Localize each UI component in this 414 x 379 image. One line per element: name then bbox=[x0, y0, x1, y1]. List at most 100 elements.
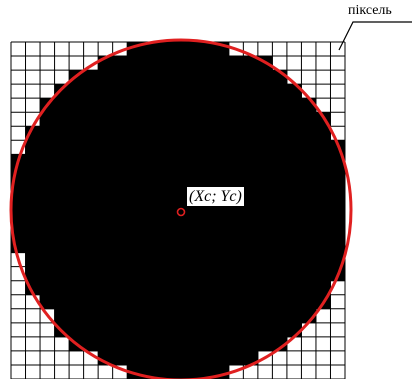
filled-pixel bbox=[315, 238, 331, 254]
filled-pixel bbox=[257, 210, 273, 225]
filled-pixel bbox=[141, 336, 157, 352]
filled-pixel bbox=[170, 364, 186, 379]
filled-pixel bbox=[11, 196, 26, 211]
filled-pixel bbox=[83, 140, 99, 155]
filled-pixel bbox=[156, 364, 172, 379]
filled-pixel bbox=[228, 70, 244, 85]
filled-pixel bbox=[40, 280, 55, 296]
filled-pixel bbox=[257, 308, 273, 324]
filled-pixel bbox=[301, 280, 317, 296]
filled-pixel bbox=[98, 336, 114, 352]
filled-pixel bbox=[170, 126, 186, 141]
filled-pixel bbox=[25, 182, 41, 197]
filled-pixel bbox=[228, 210, 244, 225]
filled-pixel bbox=[112, 112, 128, 127]
filled-pixel bbox=[127, 140, 143, 155]
filled-pixel bbox=[185, 322, 201, 338]
filled-pixel bbox=[112, 126, 128, 141]
filled-pixel bbox=[54, 252, 70, 268]
filled-pixel bbox=[69, 224, 85, 239]
filled-pixel bbox=[83, 294, 99, 310]
filled-pixel bbox=[243, 168, 259, 183]
filled-pixel bbox=[243, 238, 259, 254]
filled-pixel bbox=[286, 294, 302, 310]
filled-pixel bbox=[257, 182, 273, 197]
filled-pixel bbox=[83, 98, 99, 113]
filled-pixel bbox=[40, 252, 55, 268]
filled-pixel bbox=[228, 294, 244, 310]
filled-pixel bbox=[214, 210, 230, 225]
filled-pixel bbox=[40, 126, 55, 141]
filled-pixel bbox=[272, 238, 288, 254]
filled-pixel bbox=[286, 112, 302, 127]
filled-pixel bbox=[40, 210, 55, 225]
filled-pixel bbox=[156, 42, 172, 57]
filled-pixel bbox=[243, 210, 259, 225]
filled-pixel bbox=[243, 336, 259, 352]
filled-pixel bbox=[127, 210, 143, 225]
filled-pixel bbox=[11, 224, 26, 239]
filled-pixel bbox=[315, 252, 331, 268]
filled-pixel bbox=[170, 70, 186, 85]
filled-pixel bbox=[286, 154, 302, 169]
filled-pixel bbox=[243, 252, 259, 268]
filled-pixel bbox=[214, 238, 230, 254]
filled-pixel bbox=[228, 224, 244, 239]
filled-pixel bbox=[243, 154, 259, 169]
filled-pixel bbox=[301, 126, 317, 141]
filled-pixel bbox=[83, 126, 99, 141]
filled-pixel bbox=[301, 294, 317, 310]
pixel-callout-leader bbox=[338, 21, 412, 51]
filled-pixel bbox=[272, 336, 288, 352]
filled-pixel bbox=[112, 140, 128, 155]
filled-pixel bbox=[156, 252, 172, 268]
filled-pixel bbox=[199, 224, 215, 239]
filled-pixel bbox=[243, 322, 259, 338]
filled-pixel bbox=[228, 84, 244, 99]
filled-pixel bbox=[54, 280, 70, 296]
filled-pixel bbox=[141, 98, 157, 113]
filled-pixel bbox=[156, 210, 172, 225]
filled-pixel bbox=[257, 98, 273, 113]
filled-pixel bbox=[315, 126, 331, 141]
filled-pixel bbox=[83, 182, 99, 197]
filled-pixel bbox=[243, 126, 259, 141]
filled-pixel bbox=[185, 364, 201, 379]
filled-pixel bbox=[69, 280, 85, 296]
filled-pixel bbox=[112, 196, 128, 211]
filled-pixel bbox=[127, 280, 143, 296]
filled-pixel bbox=[112, 168, 128, 183]
filled-pixel bbox=[286, 252, 302, 268]
filled-pixel bbox=[98, 280, 114, 296]
filled-pixel bbox=[315, 210, 331, 225]
filled-pixel bbox=[272, 112, 288, 127]
filled-pixel bbox=[156, 70, 172, 85]
filled-pixel bbox=[98, 266, 114, 282]
filled-pixel bbox=[69, 210, 85, 225]
filled-pixel bbox=[257, 140, 273, 155]
filled-pixel bbox=[69, 266, 85, 282]
filled-pixel bbox=[286, 224, 302, 239]
filled-pixel bbox=[141, 308, 157, 324]
filled-pixel bbox=[112, 84, 128, 99]
filled-pixel bbox=[98, 252, 114, 268]
filled-pixel bbox=[199, 294, 215, 310]
filled-pixel bbox=[185, 84, 201, 99]
filled-pixel bbox=[112, 210, 128, 225]
filled-pixel bbox=[69, 182, 85, 197]
filled-pixel bbox=[156, 294, 172, 310]
filled-pixel bbox=[54, 126, 70, 141]
filled-pixel bbox=[112, 98, 128, 113]
filled-pixel bbox=[199, 252, 215, 268]
filled-pixel bbox=[214, 336, 230, 352]
filled-pixel bbox=[54, 182, 70, 197]
filled-pixel bbox=[127, 154, 143, 169]
filled-pixel bbox=[156, 140, 172, 155]
filled-pixel bbox=[127, 168, 143, 183]
filled-pixel bbox=[257, 168, 273, 183]
filled-pixel bbox=[272, 252, 288, 268]
filled-pixel bbox=[69, 238, 85, 254]
filled-pixel bbox=[141, 126, 157, 141]
filled-pixel bbox=[228, 350, 244, 366]
filled-pixel bbox=[286, 196, 302, 211]
